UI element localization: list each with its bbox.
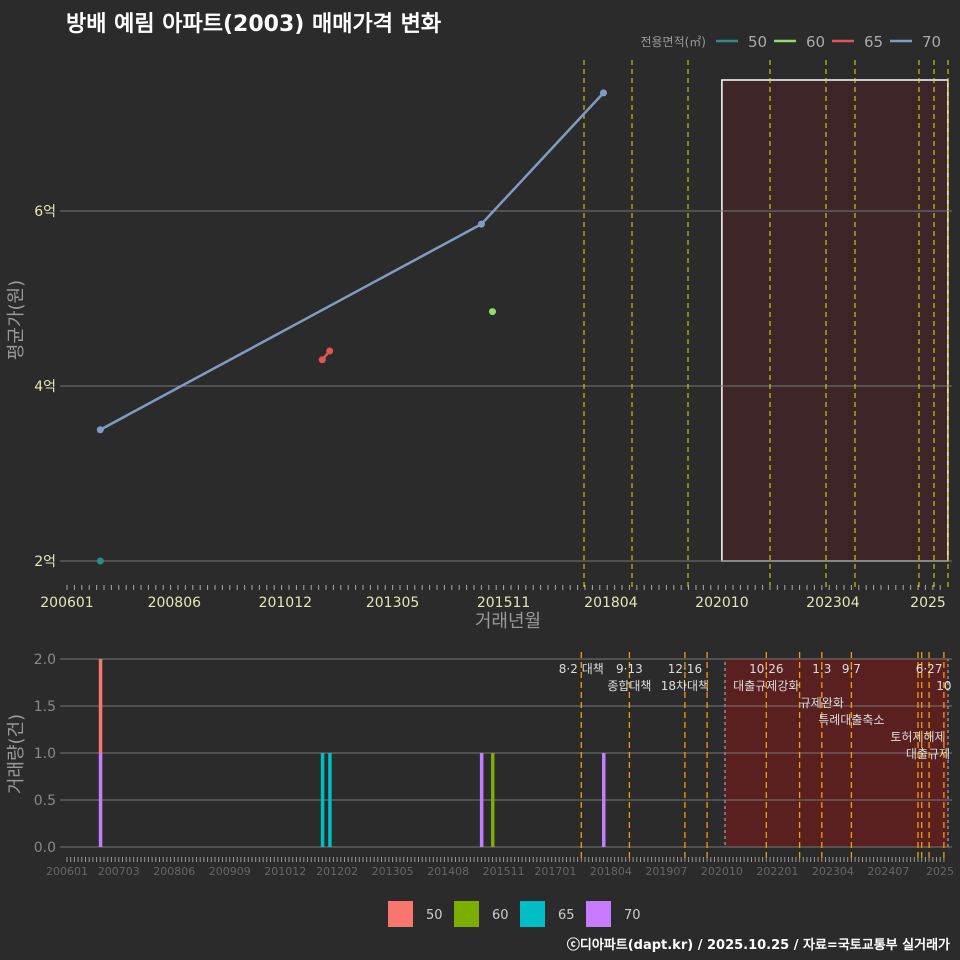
- data-point-60: [489, 308, 496, 316]
- x-tick-label: 200806: [153, 865, 195, 878]
- legend-key-50: [388, 901, 413, 927]
- bar-65: [320, 753, 325, 847]
- y-tick-label: 0.5: [34, 793, 56, 809]
- event-date: 10·26: [749, 662, 783, 676]
- legend-label: 60: [806, 33, 825, 51]
- highlight-period: [721, 79, 949, 562]
- x-tick-label: 201701: [534, 865, 576, 878]
- x-tick-label: 200909: [209, 865, 251, 878]
- y-tick-label: 6억: [34, 204, 56, 220]
- event-date: 12·16: [668, 662, 702, 676]
- legend-label: 65: [558, 908, 575, 923]
- x-tick-label: 201511: [483, 865, 525, 878]
- data-point-65: [326, 347, 334, 355]
- data-point-65: [318, 356, 326, 364]
- event-name: 토허제해제: [890, 730, 945, 744]
- x-tick-label: 200601: [40, 595, 93, 611]
- x-tick-label: 2025: [910, 595, 946, 611]
- x-tick-label: 200601: [46, 865, 88, 878]
- y-tick-label: 1.5: [34, 699, 56, 715]
- x-tick-label: 201408: [427, 865, 469, 878]
- y-tick-label: 2억: [34, 554, 56, 570]
- legend-label: 50: [748, 33, 767, 51]
- event-name: 규제완화: [800, 696, 844, 710]
- legend-label: 50: [426, 908, 443, 923]
- data-point-70: [96, 426, 104, 434]
- x-tick-label: 202010: [701, 865, 743, 878]
- event-date: 6·27: [916, 662, 943, 676]
- y-axis-title: 거래량(건): [6, 714, 27, 794]
- legend-label: 70: [922, 33, 941, 51]
- bar-65: [328, 753, 332, 847]
- event-name: 대출규제: [906, 747, 950, 761]
- event-name: 대출규제강화: [733, 679, 799, 693]
- x-tick-label: 201305: [372, 865, 414, 878]
- data-point-50: [96, 557, 104, 565]
- x-tick-label: 200806: [148, 595, 202, 611]
- footer-credit: ⓒ디아파트(dapt.kr) / 2025.10.25 / 자료=국토교통부 실…: [566, 938, 950, 953]
- x-tick-label: 201305: [366, 595, 419, 611]
- legend-key-70: [586, 901, 611, 927]
- legend-key-65: [520, 901, 545, 927]
- bar-70: [602, 753, 606, 847]
- x-tick-label: 201012: [264, 865, 306, 878]
- event-date: 8·2 대책: [559, 661, 604, 676]
- event-date: 9·7: [842, 662, 861, 676]
- x-tick-label: 201511: [477, 595, 530, 611]
- x-tick-label: 202304: [806, 595, 860, 611]
- y-tick-label: 0.0: [34, 840, 56, 856]
- legend-key-60: [454, 901, 479, 927]
- x-tick-label: 202407: [867, 865, 909, 878]
- event-date: 9·13: [616, 662, 643, 676]
- x-tick-label: 201202: [316, 865, 358, 878]
- legend-label: 70: [624, 908, 641, 923]
- x-tick-label: 202010: [695, 595, 748, 611]
- event-name: 특례대출축소: [818, 713, 884, 727]
- price-chart-title: 방배 예림 아파트(2003) 매매가격 변화: [66, 12, 442, 37]
- x-tick-label: 201804: [590, 865, 632, 878]
- x-tick-label: 2025: [926, 865, 954, 878]
- x-tick-label: 202201: [756, 865, 798, 878]
- bar-70: [98, 753, 103, 847]
- y-axis-title: 평균가(원): [6, 280, 27, 360]
- bar-50: [98, 659, 103, 753]
- bar-70: [479, 753, 484, 847]
- y-tick-label: 1.0: [34, 746, 56, 762]
- x-tick-label: 201012: [259, 595, 312, 611]
- event-name: 18차대책: [661, 678, 709, 693]
- x-tick-label: 201907: [645, 865, 687, 878]
- x-axis-title: 거래년월: [475, 611, 541, 632]
- x-tick-label: 202304: [812, 865, 854, 878]
- event-date: 1·3: [812, 662, 831, 676]
- x-tick-label: 200703: [98, 865, 140, 878]
- event-date: 10: [936, 679, 951, 693]
- y-tick-label: 2.0: [34, 652, 56, 668]
- legend-label: 60: [492, 908, 509, 923]
- legend-title: 전용면적(㎡): [640, 35, 706, 49]
- data-point-70: [477, 220, 485, 228]
- y-tick-label: 4억: [34, 379, 56, 395]
- legend-label: 65: [864, 33, 883, 51]
- x-tick-label: 201804: [584, 595, 638, 611]
- data-point-70: [600, 89, 607, 97]
- event-name: 종합대책: [607, 678, 651, 693]
- bar-60: [491, 753, 495, 847]
- series-line-70: [99, 92, 605, 431]
